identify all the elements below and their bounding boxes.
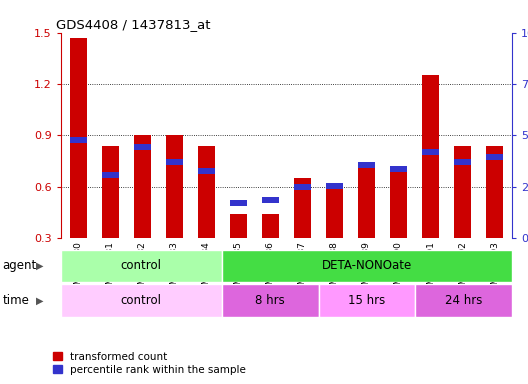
Bar: [230, 214, 247, 238]
Bar: [134, 144, 150, 151]
Bar: [102, 172, 119, 178]
Text: 24 hrs: 24 hrs: [445, 294, 483, 307]
Text: ▶: ▶: [36, 295, 43, 305]
Text: ▶: ▶: [36, 261, 43, 271]
Bar: [230, 200, 247, 206]
Bar: [454, 146, 472, 238]
Bar: [326, 185, 343, 238]
Legend: transformed count, percentile rank within the sample: transformed count, percentile rank withi…: [53, 352, 246, 375]
Bar: [358, 162, 375, 168]
Bar: [166, 134, 183, 238]
Bar: [486, 154, 503, 160]
Text: agent: agent: [3, 259, 37, 272]
Bar: [262, 214, 279, 238]
Text: GDS4408 / 1437813_at: GDS4408 / 1437813_at: [56, 18, 211, 31]
Text: 15 hrs: 15 hrs: [348, 294, 385, 307]
Text: 8 hrs: 8 hrs: [256, 294, 285, 307]
Bar: [454, 159, 471, 165]
Text: time: time: [3, 294, 30, 307]
Bar: [416, 284, 512, 317]
Bar: [222, 284, 319, 317]
Bar: [134, 136, 151, 238]
Bar: [294, 184, 311, 190]
Bar: [70, 38, 87, 238]
Bar: [198, 168, 215, 174]
Bar: [294, 178, 311, 238]
Text: DETA-NONOate: DETA-NONOate: [322, 260, 412, 272]
Text: control: control: [121, 260, 162, 272]
Text: control: control: [121, 294, 162, 307]
Bar: [422, 75, 439, 238]
Bar: [61, 250, 222, 282]
Bar: [486, 146, 503, 238]
Bar: [262, 197, 279, 204]
Bar: [166, 159, 183, 165]
Bar: [197, 146, 215, 238]
Bar: [70, 137, 87, 144]
Bar: [422, 149, 439, 156]
Bar: [61, 284, 222, 317]
Bar: [222, 250, 512, 282]
Bar: [390, 170, 407, 238]
Bar: [319, 284, 416, 317]
Bar: [326, 183, 343, 189]
Bar: [390, 166, 407, 172]
Bar: [101, 146, 119, 238]
Bar: [357, 166, 375, 238]
